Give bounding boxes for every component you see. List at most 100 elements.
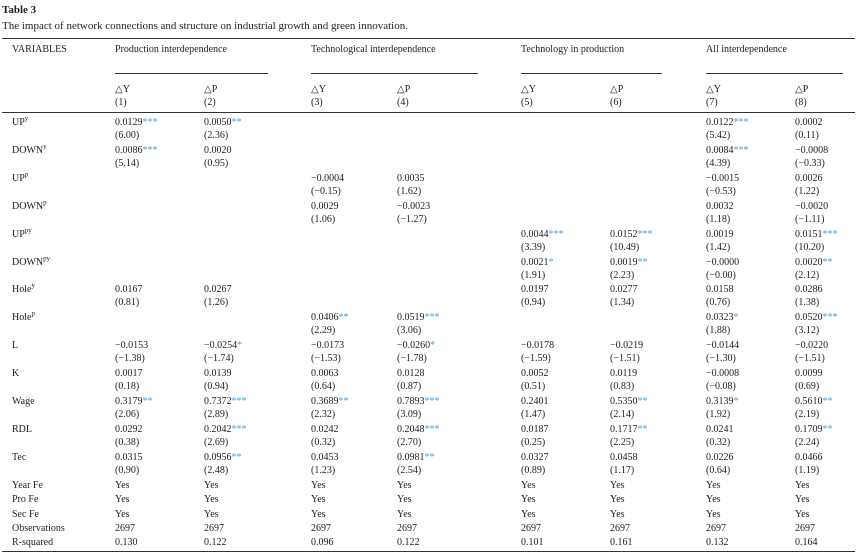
coefficient: 0.0019 (706, 229, 734, 241)
coefficient: 0.0119 (610, 368, 637, 380)
coef-value: 0.0020 (204, 144, 232, 156)
variable-base: RDL (12, 423, 32, 435)
column-dep: △Y (521, 84, 536, 95)
t-statistic: (−0.53) (706, 185, 736, 197)
column-num: (1) (115, 97, 127, 108)
significance-stars: *** (142, 144, 158, 156)
column-dep: △P (610, 84, 624, 95)
significance-stars: ** (424, 451, 435, 463)
significance-stars: *** (822, 228, 838, 240)
coefficient: 0.0019** (610, 257, 648, 269)
t-statistic: (0.32) (311, 436, 336, 448)
coef-value: 0.5610 (795, 396, 823, 407)
coef-value: −0.0023 (397, 200, 431, 212)
variable-label: UPpy (12, 227, 32, 241)
t-statistic: (−1.78) (397, 353, 427, 365)
coefficient: 0.0050** (204, 117, 242, 129)
significance-stars: ** (822, 256, 833, 268)
variables-header: VARIABLES (12, 44, 67, 55)
group-rule (706, 73, 843, 74)
t-statistic: (2.06) (115, 409, 140, 420)
significance-stars: ** (822, 396, 833, 407)
t-statistic: (1.47) (521, 409, 546, 420)
coefficient: −0.0020 (795, 201, 828, 213)
coef-value: 0.0029 (311, 200, 339, 212)
significance-stars: * (237, 340, 243, 352)
footer-value: Yes (610, 494, 625, 506)
footer-value: Yes (610, 508, 625, 520)
coefficient: 0.2042*** (204, 424, 247, 436)
coef-value: 0.0406 (311, 312, 339, 324)
t-statistic: (0.25) (521, 436, 546, 448)
coef-value: 0.0020 (795, 256, 823, 268)
footer-value: 0.096 (311, 537, 334, 549)
coefficient: −0.0173 (311, 340, 344, 352)
coefficient: 0.0242 (311, 424, 339, 436)
coefficient: 0.0122*** (706, 117, 749, 129)
t-statistic: (3.39) (521, 241, 546, 253)
variable-sup: p (43, 198, 47, 207)
column-dep: △Y (311, 84, 326, 95)
footer-value: 2697 (204, 522, 224, 534)
coefficient: −0.0023 (397, 201, 430, 213)
column-num: (2) (204, 97, 216, 108)
coefficient: 0.0167 (115, 284, 143, 296)
coefficient: −0.0008 (795, 145, 828, 157)
significance-stars: *** (424, 396, 440, 407)
variable-sup: y (24, 114, 29, 123)
significance-stars: * (733, 396, 739, 407)
footer-value: 2697 (311, 522, 331, 534)
variable-label: UPp (12, 171, 28, 185)
t-statistic: (2.54) (397, 464, 422, 476)
coefficient: 0.3179** (115, 396, 153, 408)
footer-value: Yes (311, 494, 326, 506)
coef-value: 0.0466 (795, 451, 823, 463)
coef-value: 0.0158 (706, 284, 734, 296)
coefficient: 0.1717** (610, 424, 648, 436)
t-statistic: (5.42) (706, 130, 731, 141)
footer-value: Yes (610, 480, 625, 491)
variable-label: L (12, 340, 18, 352)
coefficient: 0.0453 (311, 452, 339, 464)
t-statistic: (0.76) (706, 297, 731, 309)
variable-base: Tec (12, 451, 27, 463)
variable-base: DOWN (12, 144, 44, 156)
significance-stars: *** (548, 228, 564, 240)
t-statistic: (0.64) (311, 381, 336, 393)
coefficient: −0.0219 (610, 340, 643, 352)
footer-value: Yes (115, 480, 130, 491)
t-statistic: (0.94) (521, 297, 546, 309)
footer-value: Yes (795, 508, 810, 520)
t-statistic: (1.17) (610, 464, 635, 476)
t-statistic: (2.19) (795, 409, 820, 420)
t-statistic: (1.62) (397, 185, 422, 197)
coef-value: 0.5350 (610, 396, 638, 407)
coefficient: 0.0032 (706, 201, 734, 213)
coef-value: 0.0084 (706, 144, 734, 156)
coef-value: 0.0063 (311, 368, 339, 380)
t-statistic: (3.06) (397, 325, 422, 337)
t-statistic: (0.90) (115, 464, 140, 476)
variable-label: DOWNy (12, 143, 47, 157)
coef-value: 0.0458 (610, 451, 638, 463)
table-title: Table 3 (2, 4, 37, 16)
footer-value: 2697 (610, 522, 630, 534)
coefficient: −0.0260* (397, 340, 435, 352)
footer-value: Yes (397, 494, 412, 506)
coef-value: 0.2042 (204, 423, 232, 435)
coefficient: 0.0052 (521, 368, 549, 380)
coef-value: 0.1709 (795, 423, 823, 435)
coef-value: 0.0050 (204, 117, 232, 128)
t-statistic: (1.34) (610, 297, 635, 309)
coefficient: 0.0277 (610, 284, 638, 296)
coefficient: 0.0021* (521, 257, 554, 269)
coef-value: 0.3139 (706, 396, 734, 407)
t-statistic: (2.69) (204, 436, 229, 448)
coefficient: 0.1709** (795, 424, 833, 436)
t-statistic: (0.83) (610, 381, 635, 393)
significance-stars: *** (231, 396, 247, 407)
coef-value: −0.0000 (706, 256, 740, 268)
significance-stars: ** (637, 423, 648, 435)
footer-value: Yes (204, 508, 219, 520)
